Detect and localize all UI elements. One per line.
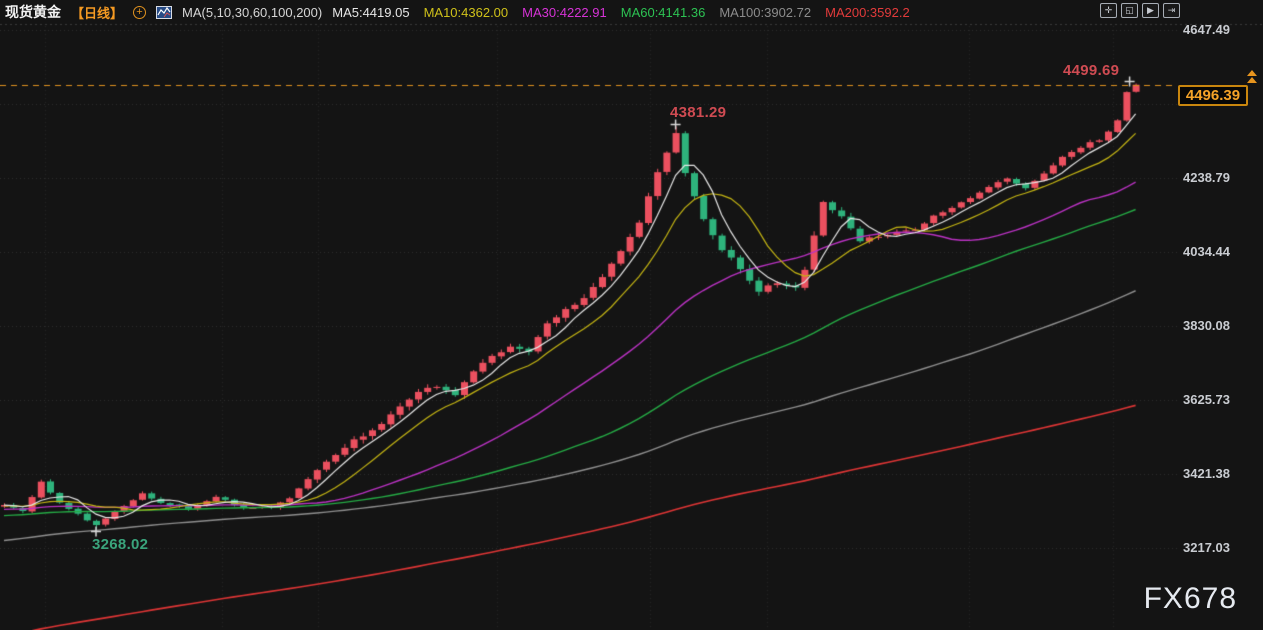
watermark-logo: FX678 — [1143, 582, 1237, 615]
ma-value-label: MA5:4419.05 — [332, 4, 410, 20]
ma-value-label: MA10:4362.00 — [423, 4, 509, 20]
fit-chart-icon[interactable]: ◱ — [1121, 3, 1138, 18]
axis-tick-label: 4034.44 — [1183, 244, 1230, 259]
price-up-arrows-icon — [1247, 70, 1257, 84]
low-annotation: 3268.02 — [92, 536, 149, 553]
axis-tick-label: 4238.79 — [1183, 170, 1230, 185]
add-indicator-icon[interactable]: + — [133, 5, 147, 19]
ma-legend: MA5:4419.05 MA10:4362.00 MA30:4222.91 MA60:… — [332, 5, 909, 20]
axis-tick-label: 3421.38 — [1183, 466, 1230, 481]
axis-tick-label: 3830.08 — [1183, 318, 1230, 333]
play-forward-icon[interactable]: ▶ — [1142, 3, 1159, 18]
peak-annotation: 4381.29 — [670, 104, 727, 121]
axis-tick-label: 3217.03 — [1183, 540, 1230, 555]
symbol-title: 现货黄金 — [5, 4, 61, 20]
ma-summary-label: MA(5,10,30,60,100,200) — [182, 4, 323, 20]
axis-tick-label: 4647.49 — [1183, 22, 1230, 37]
scroll-to-latest-icon[interactable]: ⇥ — [1163, 3, 1180, 18]
last-price-box: 4496.39 — [1178, 85, 1248, 106]
session-high-annotation: 4499.69 — [1063, 62, 1120, 79]
indicator-chart-icon — [156, 5, 173, 19]
axis-tick-label: 3625.73 — [1183, 392, 1230, 407]
ma-value-label: MA200:3592.2 — [825, 4, 910, 20]
ma-value-label: MA100:3902.72 — [719, 4, 812, 20]
timeframe-label: 【日线】 — [71, 5, 124, 21]
ma-value-label: MA30:4222.91 — [522, 4, 607, 20]
chart-toolbar: ✛ ◱ ▶ ⇥ — [1100, 3, 1180, 18]
crosshair-tool-icon[interactable]: ✛ — [1100, 3, 1117, 18]
chart-header: 现货黄金 【日线】 + MA(5,10,30,60,100,200) MA5:4… — [0, 0, 1263, 24]
ma-value-label: MA60:4141.36 — [620, 4, 706, 20]
